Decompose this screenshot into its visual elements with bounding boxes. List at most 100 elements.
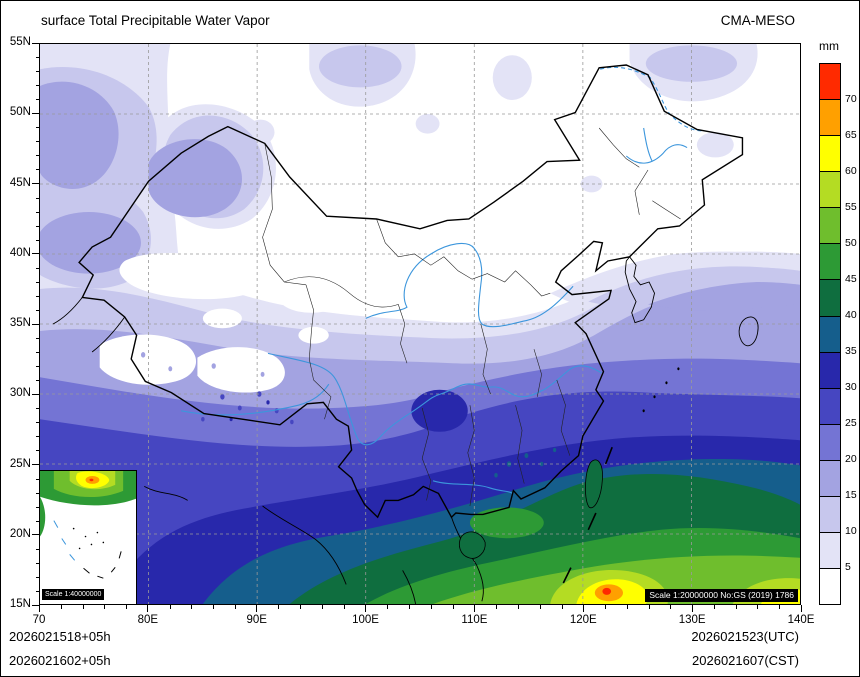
colorbar-tick-label: 60 — [845, 165, 857, 177]
footer-run-time-utc: 2026021518+05h — [9, 629, 111, 644]
y-minor-tick — [35, 450, 39, 452]
x-minor-tick — [605, 605, 607, 609]
x-minor-tick — [104, 605, 106, 609]
neighbor-coastlines — [53, 257, 758, 604]
ryukyu-island-dot — [665, 381, 668, 385]
y-minor-tick — [35, 281, 39, 283]
x-minor-tick — [300, 605, 302, 609]
x-minor-tick — [234, 605, 236, 609]
colorbar-tick-label: 15 — [845, 489, 857, 501]
x-axis-label: 140E — [787, 614, 815, 626]
gridlines — [40, 44, 800, 604]
y-minor-tick — [35, 548, 39, 550]
colorbar-tick-label: 5 — [845, 561, 851, 573]
y-minor-tick — [35, 267, 39, 269]
x-minor-tick — [430, 605, 432, 609]
inset-svg — [40, 471, 136, 604]
y-minor-tick — [35, 506, 39, 508]
colorbar-tick-label: 20 — [845, 453, 857, 465]
y-minor-tick — [35, 366, 39, 368]
footer-valid-time-utc: 2026021523(UTC) — [691, 629, 799, 644]
colorbar-segment — [820, 316, 840, 353]
y-minor-tick — [35, 309, 39, 311]
y-minor-tick — [35, 562, 39, 564]
rivers — [181, 67, 702, 493]
bay-of-bengal-coast — [263, 506, 347, 584]
kashmir-line-2 — [92, 317, 125, 352]
x-axis-label: 130E — [678, 614, 706, 626]
kyushu-outline — [739, 317, 758, 346]
x-minor-tick — [409, 605, 411, 609]
x-axis-label: 80E — [137, 614, 159, 626]
songhua-river — [626, 145, 687, 163]
y-axis-label: 25N — [9, 457, 31, 470]
x-minor-tick — [561, 605, 563, 609]
colorbar-segment — [820, 172, 840, 209]
x-minor-tick — [126, 605, 128, 609]
x-minor-tick — [713, 605, 715, 609]
province-borders — [263, 128, 681, 506]
y-major-tick — [32, 183, 39, 184]
y-minor-tick — [35, 71, 39, 73]
y-minor-tick — [35, 225, 39, 227]
x-minor-tick — [278, 605, 280, 609]
x-major-tick — [365, 605, 367, 612]
kashmir-line-1 — [53, 297, 82, 324]
vietnam-coast — [451, 517, 483, 601]
india-line — [144, 486, 187, 500]
x-minor-tick — [496, 605, 498, 609]
map-scale-note: Scale 1:20000000 No:GS (2019) 1786 — [645, 589, 798, 602]
colorbar-segment — [820, 136, 840, 173]
y-axis-label: 30N — [9, 387, 31, 400]
colorbar-labels: 70 65 60 55 50 45 40 35 30 25 20 15 10 5 — [845, 63, 859, 603]
inset-blue-dashes — [53, 520, 76, 561]
colorbar-tick-label: 70 — [845, 93, 857, 105]
ryukyu-island-dot — [653, 395, 656, 399]
ryukyu-island-dot — [642, 409, 645, 413]
y-major-tick — [32, 42, 39, 44]
colorbar-tick-label: 25 — [845, 417, 857, 429]
colorbar-segment — [820, 64, 840, 101]
y-axis-label: 15N — [9, 598, 31, 610]
x-major-tick — [800, 605, 802, 612]
y-axis-label: 40N — [9, 246, 31, 259]
x-minor-tick — [213, 605, 215, 609]
footer-valid-time-cst: 2026021607(CST) — [692, 653, 799, 668]
y-major-tick — [32, 323, 39, 325]
colorbar — [819, 63, 841, 605]
yellow-river — [366, 244, 573, 327]
y-minor-tick — [35, 295, 39, 297]
colorbar-tick-label: 10 — [845, 525, 857, 537]
x-minor-tick — [191, 605, 193, 609]
colorbar-segment — [820, 280, 840, 317]
colorbar-tick-label: 40 — [845, 309, 857, 321]
colorbar-unit-label: mm — [819, 39, 839, 53]
colorbar-segment — [820, 208, 840, 245]
colorbar-segment — [820, 532, 840, 569]
colorbar-segment — [820, 568, 840, 604]
x-major-tick — [582, 605, 584, 612]
x-axis-label: 110E — [461, 614, 488, 626]
y-minor-tick — [35, 141, 39, 143]
colorbar-segment — [820, 100, 840, 137]
x-minor-tick — [779, 605, 781, 609]
y-minor-tick — [35, 197, 39, 199]
x-axis-label: 100E — [352, 614, 379, 626]
yangtze-river — [268, 353, 601, 444]
x-minor-tick — [60, 605, 62, 609]
y-major-tick — [32, 393, 39, 395]
y-axis-label: 45N — [9, 176, 31, 189]
y-minor-tick — [35, 576, 39, 578]
y-major-tick — [32, 112, 39, 114]
y-minor-tick — [35, 338, 39, 340]
x-axis-label: 120E — [569, 614, 597, 626]
y-minor-tick — [35, 352, 39, 354]
x-minor-tick — [648, 605, 650, 609]
y-minor-tick — [35, 155, 39, 157]
footer-run-time-cst: 2026021602+05h — [9, 653, 111, 668]
amur-river — [600, 67, 702, 130]
x-major-tick — [147, 605, 149, 612]
x-minor-tick — [735, 605, 737, 609]
south-china-sea-inset: Scale 1:40000000 — [40, 470, 137, 604]
y-minor-tick — [35, 478, 39, 480]
